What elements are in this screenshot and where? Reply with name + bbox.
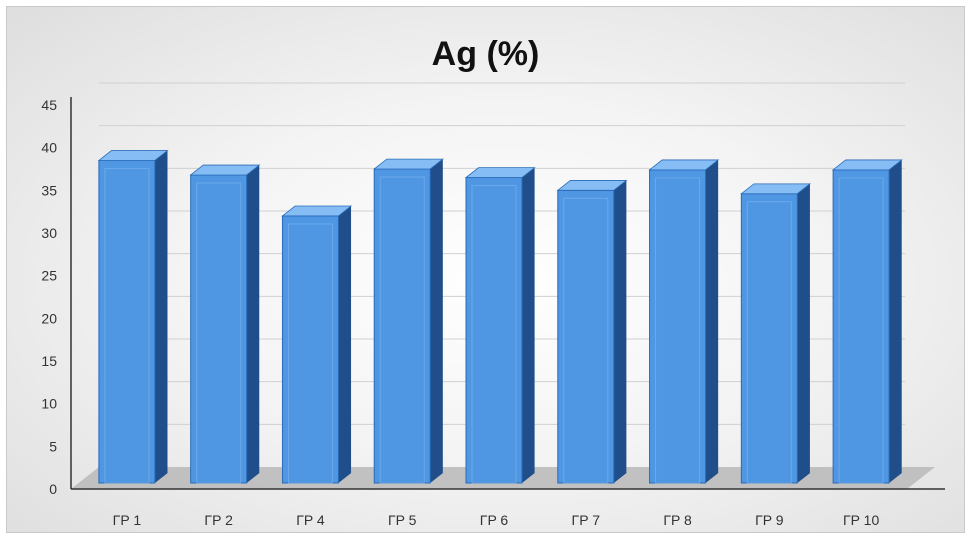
x-tick-label: ΓΡ 7: [572, 512, 601, 528]
y-tick-label: 30: [41, 225, 57, 241]
y-tick-label: 0: [49, 481, 57, 497]
y-tick-label: 45: [41, 97, 57, 113]
bar-top: [189, 164, 261, 176]
x-tick-label: ΓΡ 2: [204, 512, 233, 528]
bar-top: [831, 159, 903, 171]
y-tick-label: 5: [49, 438, 57, 454]
chart-area: Ag (%) 0 5 10 15 20 25 30 35 40 45 ΓΡ 1 ΓΡ 2 ΓΡ 4 ΓΡ …: [6, 6, 965, 533]
x-tick-label: ΓΡ 10: [843, 512, 879, 528]
x-tick-label: ΓΡ 4: [296, 512, 325, 528]
y-tick-label: 20: [41, 310, 57, 326]
bar-highlight: [379, 176, 425, 484]
y-tick-label: 40: [41, 140, 57, 156]
y-tick-label: 35: [41, 182, 57, 198]
bar-top: [97, 150, 169, 161]
bar[interactable]: [373, 168, 431, 484]
bar-side: [889, 159, 902, 483]
bar-side: [154, 150, 168, 484]
x-tick-label: ΓΡ 9: [755, 512, 784, 528]
bar-highlight: [746, 201, 792, 484]
bar-highlight: [563, 197, 609, 484]
bar-highlight: [287, 223, 333, 484]
bar-highlight: [838, 177, 884, 484]
bar[interactable]: [740, 193, 798, 484]
bar-top: [648, 159, 720, 171]
bar-highlight: [196, 182, 242, 484]
y-tick-label: 10: [41, 396, 57, 412]
bar-side: [338, 206, 352, 484]
bar[interactable]: [190, 174, 248, 484]
bar[interactable]: [281, 215, 339, 484]
bar-side: [705, 159, 719, 483]
x-tick-label: ΓΡ 5: [388, 512, 417, 528]
bar-side: [246, 165, 260, 483]
bar[interactable]: [98, 159, 156, 484]
x-tick-label: ΓΡ 1: [113, 512, 142, 528]
bar-chart: 0 5 10 15 20 25 30 35 40 45 ΓΡ 1 ΓΡ 2 ΓΡ 4 ΓΡ 5 ΓΡ 6 ΓΡ…: [41, 82, 945, 528]
bar-side: [797, 183, 810, 483]
bar-side: [430, 159, 443, 483]
bar-highlight: [471, 185, 517, 484]
x-tick-label: ΓΡ 6: [480, 512, 509, 528]
bar-top: [373, 158, 444, 170]
bar[interactable]: [557, 189, 615, 484]
bar[interactable]: [465, 177, 523, 484]
bar-top: [556, 180, 628, 191]
chart-title: Ag (%): [431, 35, 540, 73]
bar-side: [613, 180, 627, 483]
bar-highlight: [655, 177, 701, 484]
bar-top: [281, 205, 353, 217]
bar-top: [740, 183, 812, 195]
x-tick-label: ΓΡ 8: [663, 512, 692, 528]
bar[interactable]: [649, 169, 707, 484]
bar-side: [522, 167, 535, 483]
bar[interactable]: [832, 169, 890, 484]
bar-top: [464, 167, 536, 178]
y-tick-label: 15: [41, 353, 57, 369]
bar-highlight: [104, 167, 150, 484]
y-tick-label: 25: [41, 268, 57, 284]
